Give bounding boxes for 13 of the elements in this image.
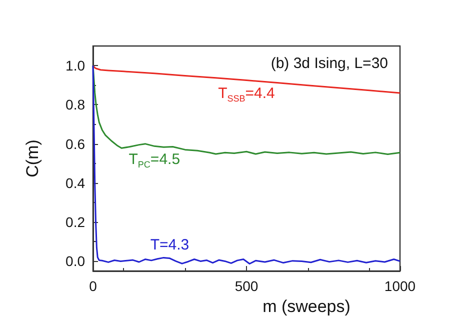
y-axis-title: C(m) [23,140,42,178]
y-tick-label: 0.4 [66,174,86,191]
y-tick-label: 0.0 [66,253,86,270]
y-tick-label: 1.0 [66,58,86,74]
y-tick-label: 0.6 [66,136,86,152]
x-tick-label: 0 [89,278,98,294]
x-tick-label: 500 [234,278,258,294]
annotation: (b) 3d Ising, L=30 [270,55,388,72]
y-tick-label: 0.2 [66,214,86,230]
x-axis-title: m (sweeps) [262,296,350,316]
series-label: T=4.3 [150,236,190,254]
x-tick-label: 1000 [384,278,416,294]
y-tick-label: 0.8 [66,96,86,113]
